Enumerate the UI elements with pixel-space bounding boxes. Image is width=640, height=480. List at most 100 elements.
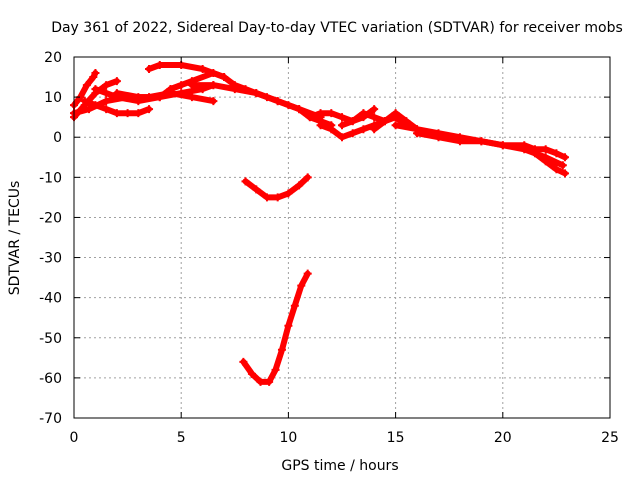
data-point	[316, 109, 325, 118]
x-axis-label: GPS time / hours	[281, 458, 398, 474]
data-point	[348, 117, 357, 126]
axis-ticks: 0 5 10 15 20 25 -70 -60 -50 -40 -30 -20 -10 0 10 20	[39, 50, 619, 446]
y-tick-label: -20	[39, 210, 62, 226]
data-point	[338, 121, 346, 130]
data-point	[102, 81, 111, 90]
data-series-arc-18	[240, 270, 311, 385]
data-point	[252, 89, 261, 98]
data-point	[391, 109, 400, 118]
data-point	[91, 69, 100, 78]
plot-frame	[73, 56, 611, 419]
data-point	[112, 109, 121, 118]
x-tick-label: 15	[387, 430, 405, 446]
data-point	[112, 89, 121, 98]
y-tick-label: 10	[44, 90, 62, 106]
data-point	[370, 105, 379, 114]
data-point	[91, 85, 100, 94]
data-point	[455, 137, 464, 146]
data-point	[80, 97, 89, 106]
data-point	[560, 153, 569, 162]
data-point	[413, 129, 422, 138]
data-point	[305, 113, 314, 122]
data-point	[552, 165, 561, 174]
data-point	[295, 181, 304, 190]
data-point	[247, 369, 256, 378]
data-point	[155, 93, 164, 102]
data-traces	[70, 61, 569, 386]
data-point	[198, 65, 207, 74]
x-tick-label: 25	[601, 430, 619, 446]
y-axis-label: SDTVAR / TECUs	[7, 181, 23, 296]
data-point	[284, 321, 293, 330]
y-tick-label: -30	[39, 251, 62, 267]
x-tick-label: 10	[279, 430, 297, 446]
data-point	[239, 357, 248, 366]
data-point	[295, 105, 304, 114]
data-point	[85, 105, 94, 114]
data-point	[498, 141, 507, 150]
data-point	[530, 149, 539, 158]
data-point	[520, 145, 529, 154]
data-point	[477, 137, 486, 146]
data-point	[262, 193, 271, 202]
y-tick-label: -50	[39, 331, 62, 347]
data-point	[166, 85, 175, 94]
y-tick-label: -70	[39, 411, 62, 427]
data-point	[327, 125, 336, 134]
x-tick-label: 0	[70, 430, 79, 446]
data-point	[273, 193, 282, 202]
data-point	[348, 129, 357, 138]
data-point	[209, 97, 218, 106]
data-point	[112, 77, 121, 86]
data-point	[402, 117, 411, 126]
data-point	[284, 189, 293, 198]
data-point	[102, 97, 111, 106]
data-point	[316, 121, 325, 130]
data-point	[303, 269, 312, 278]
data-point	[134, 93, 143, 102]
data-point	[241, 177, 250, 186]
data-point	[187, 81, 196, 90]
data-point	[82, 81, 91, 90]
data-point	[102, 89, 111, 98]
data-point	[220, 73, 229, 82]
data-point	[359, 109, 368, 118]
data-point	[541, 145, 550, 154]
data-point	[558, 161, 567, 170]
data-point	[271, 365, 280, 374]
data-series-arc-16	[532, 150, 568, 177]
data-point	[91, 101, 100, 110]
data-point	[273, 97, 282, 106]
y-tick-label: -40	[39, 291, 62, 307]
data-point	[102, 105, 111, 114]
data-point	[370, 113, 379, 122]
data-point	[327, 109, 336, 118]
data-point	[434, 133, 443, 142]
data-point	[134, 109, 143, 118]
data-point	[145, 65, 154, 74]
x-tick-label: 5	[177, 430, 186, 446]
y-tick-label: 20	[44, 50, 62, 66]
data-point	[277, 345, 286, 354]
y-tick-label: -10	[39, 170, 62, 186]
data-point	[552, 149, 561, 158]
data-point	[177, 89, 186, 98]
data-point	[370, 125, 379, 134]
data-point	[297, 281, 306, 290]
data-point	[256, 377, 265, 386]
y-tick-label: 0	[53, 130, 62, 146]
data-point	[209, 81, 218, 90]
data-point	[338, 113, 346, 122]
data-point	[560, 169, 569, 178]
data-point	[155, 61, 164, 70]
chart-title: Day 361 of 2022, Sidereal Day-to-day VTE…	[51, 20, 623, 36]
data-point	[391, 121, 400, 130]
data-point	[123, 109, 132, 118]
x-tick-label: 20	[494, 430, 512, 446]
data-point	[252, 185, 261, 194]
y-tick-label: -60	[39, 371, 62, 387]
data-point	[187, 93, 196, 102]
data-point	[145, 105, 154, 114]
data-point	[290, 301, 299, 310]
